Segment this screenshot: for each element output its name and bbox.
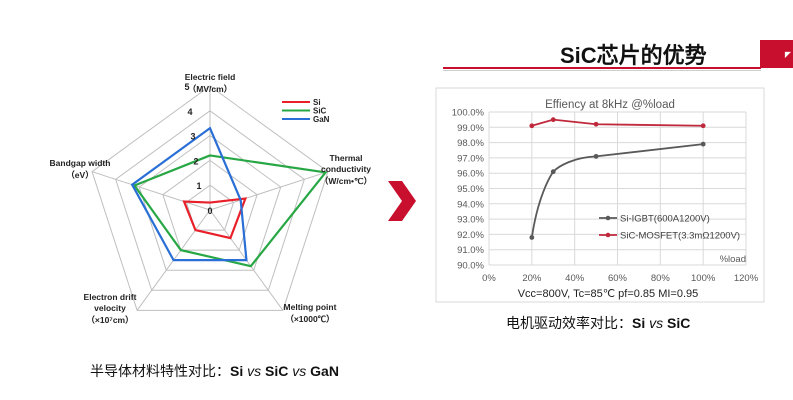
radar-axis-labels: Electric field （MV/cm） Thermal conductivity…	[50, 72, 373, 325]
right-arrow-icon	[388, 181, 416, 221]
radar-tick-label: 2	[193, 156, 198, 166]
line-caption-prefix: 电机驱动效率对比：	[506, 315, 632, 331]
radar-spoke	[209, 171, 329, 211]
radar-caption-si: Si	[230, 363, 244, 379]
radar-caption-vs2: vs	[292, 363, 307, 379]
radar-caption-gan: GaN	[310, 363, 339, 379]
radar-caption-sic: SiC	[265, 363, 289, 379]
radar-caption-vs1: vs	[247, 363, 262, 379]
line-caption-si: Si	[632, 315, 646, 331]
title-underline	[443, 67, 761, 69]
radar-spoke	[91, 171, 211, 211]
title-underline-shadow	[443, 70, 761, 71]
radar-legend-label: Si	[313, 98, 321, 107]
radar-tick-label: 4	[187, 107, 192, 117]
radar-tick-label: 0	[207, 206, 212, 216]
radar-axis-label: Electric field （MV/cm）	[185, 72, 236, 94]
line-caption: 电机驱动效率对比：Si vs SiC	[506, 313, 690, 333]
radar-caption-prefix: 半导体材料特性对比：	[90, 363, 230, 379]
title-accent-block: ◤	[760, 40, 793, 68]
radar-axis-label: Electron drift velocity （×10⁷cm）	[84, 292, 137, 325]
title-accent-mark: ◤	[784, 50, 791, 59]
radar-tick-labels: 0 1 2 3 4 5	[184, 82, 212, 216]
radar-ring-2	[162, 159, 258, 251]
radar-ring-5	[91, 85, 329, 311]
radar-axis-label: Melting point （×1000℃）	[284, 302, 337, 324]
line-caption-vs: vs	[649, 315, 664, 331]
radar-legend-label: SiC	[313, 107, 327, 116]
radar-tick-label: 5	[184, 82, 189, 92]
radar-caption: 半导体材料特性对比：Si vs SiC vs GaN	[90, 361, 339, 381]
radar-tick-label: 1	[196, 181, 201, 191]
radar-series-sic	[132, 154, 328, 268]
slide-title: SiC芯片的优势	[560, 43, 707, 68]
radar-tick-label: 3	[190, 132, 195, 142]
line-caption-sic: SiC	[667, 315, 691, 331]
radar-legend-label: GaN	[313, 115, 330, 124]
radar-axis-label: Thermal conductivity （W/cm•℃）	[320, 153, 372, 186]
radar-axis-label: Bandgap width （eV）	[50, 158, 111, 180]
radar-series-group	[130, 126, 328, 268]
radar-series-gan	[130, 126, 248, 262]
